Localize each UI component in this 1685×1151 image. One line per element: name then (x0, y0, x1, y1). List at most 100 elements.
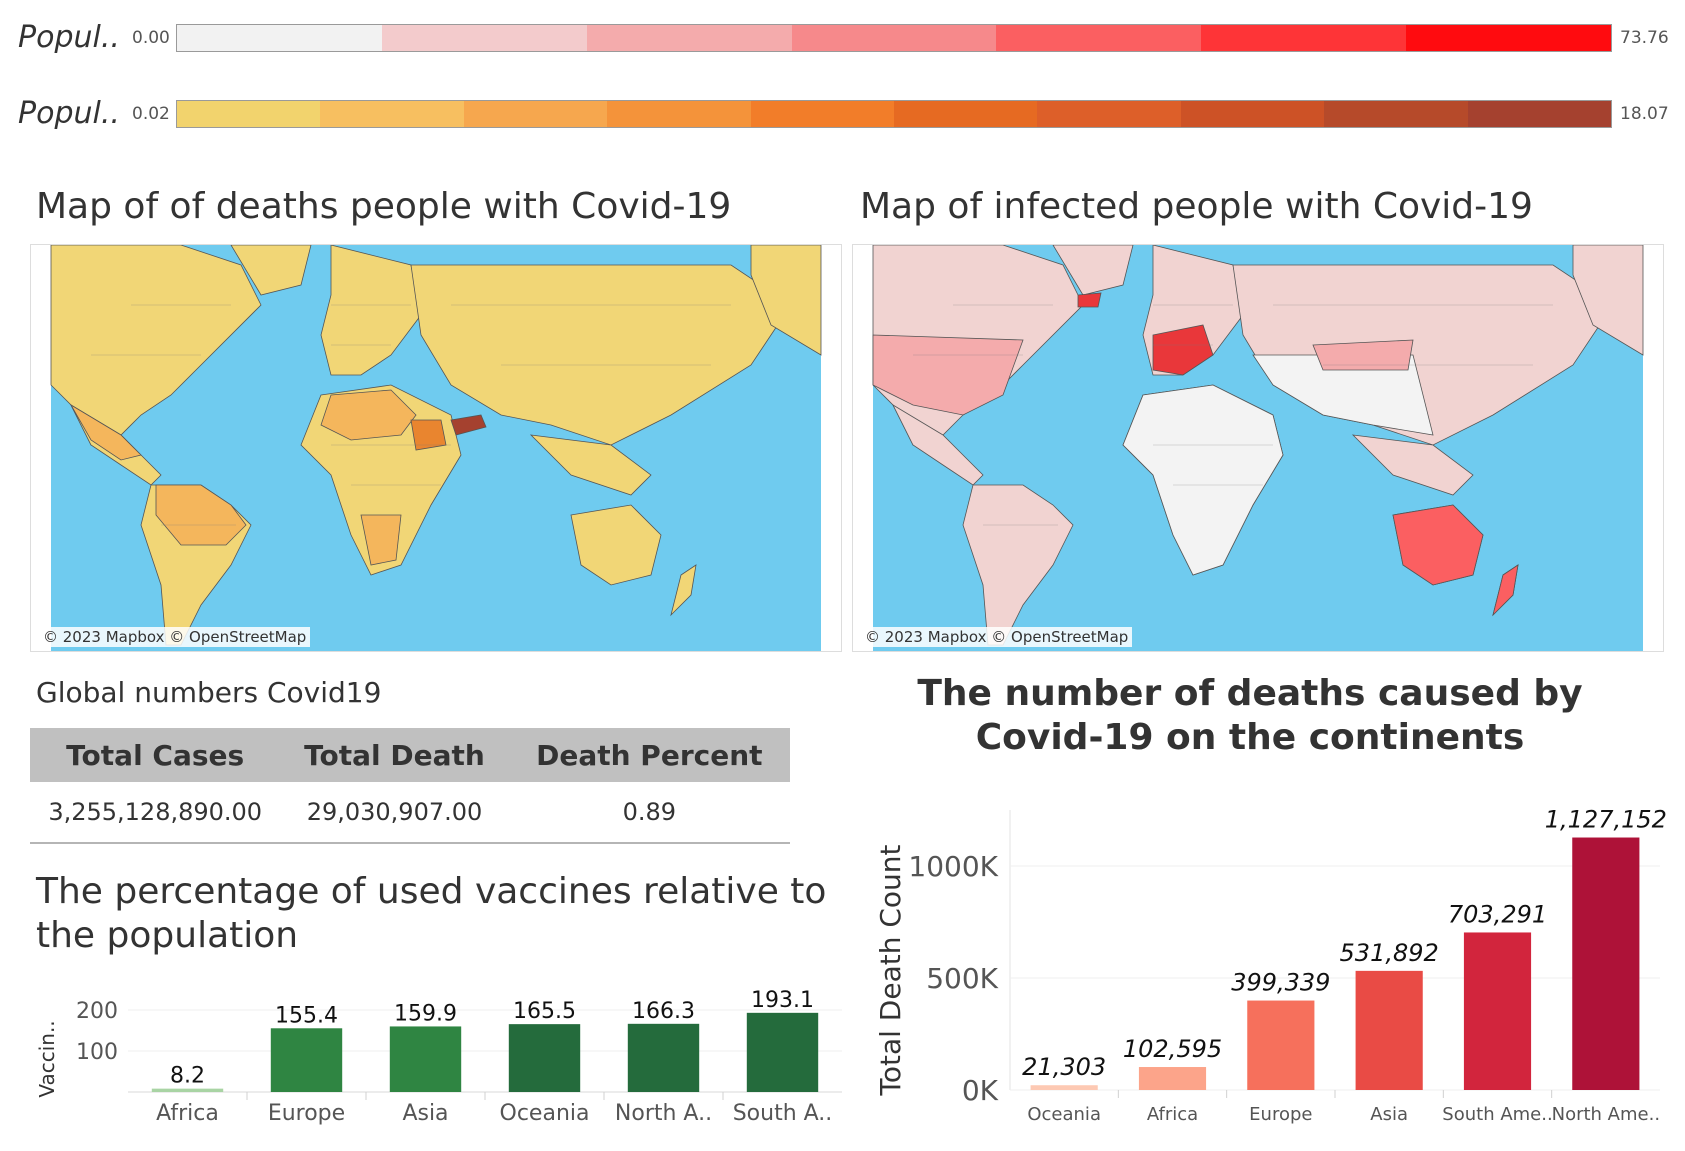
region-north-africa (320, 389, 417, 441)
bar-oceania[interactable] (508, 1024, 581, 1092)
data-label: 531,892 (1340, 939, 1439, 967)
legend-swatch (381, 25, 587, 51)
header-total-death: Total Death (280, 728, 509, 782)
legend-swatch (1406, 25, 1612, 51)
region-southern-africa (360, 514, 402, 566)
legend-title: Popul.. (18, 20, 120, 55)
global-numbers-table: Total Cases Total Death Death Percent 3,… (30, 728, 790, 844)
y-tick-label: 200 (76, 999, 118, 1024)
bar-africa[interactable] (151, 1088, 224, 1092)
map-attribution: © 2023 Mapbox © OpenStreetMap (861, 627, 1133, 647)
deaths-map-canvas[interactable] (31, 245, 841, 651)
legend-color-ramp (176, 100, 1612, 128)
bar-europe[interactable] (1247, 1000, 1315, 1090)
region-western-europe (1152, 324, 1214, 376)
data-label: 8.2 (170, 1064, 205, 1089)
y-tick-label: 0K (962, 1074, 999, 1107)
legend-swatch (1324, 101, 1468, 127)
legend-swatch (320, 101, 464, 127)
bar-north-ame-[interactable] (1572, 837, 1640, 1090)
north-america (50, 245, 262, 446)
data-label: 165.5 (513, 999, 576, 1024)
x-tick-label: Asia (402, 1101, 448, 1126)
legend-swatch (1201, 25, 1407, 51)
region-new-zealand (1492, 564, 1519, 617)
legend-swatch (996, 25, 1202, 51)
legend-swatch (607, 101, 751, 127)
data-label: 193.1 (751, 990, 814, 1013)
table-header-row: Total Cases Total Death Death Percent (30, 728, 790, 782)
australia (570, 504, 662, 586)
legend-max-value: 73.76 (1620, 28, 1669, 48)
new-zealand (670, 564, 697, 617)
x-tick-label: North A.. (615, 1101, 712, 1126)
deaths-map[interactable]: © 2023 Mapbox © OpenStreetMap (30, 244, 842, 652)
region-south-america (155, 484, 247, 546)
data-label: 159.9 (394, 1001, 457, 1026)
bar-africa[interactable] (1138, 1067, 1207, 1090)
data-label: 102,595 (1123, 1035, 1222, 1063)
x-tick-label: South Ame.. (1442, 1104, 1552, 1125)
region-sudan (410, 419, 447, 451)
infected-map-title: Map of infected people with Covid-19 (860, 186, 1533, 227)
infected-map-canvas[interactable] (853, 245, 1663, 651)
table-row: 3,255,128,890.00 29,030,907.00 0.89 (30, 782, 790, 844)
data-label: 21,303 (1022, 1053, 1106, 1081)
bar-south-a-[interactable] (746, 1012, 819, 1092)
legend-population-percent-infected: Popul.. 0.00 73.76 (0, 20, 1685, 60)
legend-title: Popul.. (18, 96, 120, 131)
y-axis-label: Total Death Count (874, 844, 907, 1096)
x-tick-label: Europe (1249, 1104, 1312, 1125)
legend-swatch (1037, 101, 1181, 127)
infected-map[interactable]: © 2023 Mapbox © OpenStreetMap (852, 244, 1664, 652)
data-label: 155.4 (275, 1003, 338, 1028)
legend-swatch (177, 25, 382, 51)
region-middle-asia (1252, 354, 1434, 436)
region-yemen (450, 414, 487, 436)
region-mongolia (1312, 339, 1414, 371)
alaska (750, 245, 822, 356)
bar-north-a-[interactable] (627, 1023, 700, 1092)
bar-asia[interactable] (1355, 970, 1423, 1090)
alaska (1572, 245, 1644, 356)
header-total-cases: Total Cases (30, 728, 281, 782)
vaccines-bar-chart[interactable]: 100 200 Vaccin.. 8.2 Africa 155.4 Europe 159.9 A… (30, 990, 850, 1140)
legend-min-value: 0.00 (132, 28, 170, 48)
deaths-title-line-2: Covid-19 on the continents (975, 717, 1525, 758)
bar-oceania[interactable] (1030, 1085, 1098, 1090)
x-tick-label: Africa (156, 1101, 219, 1126)
legend-swatch (586, 25, 792, 51)
bar-asia[interactable] (389, 1026, 462, 1092)
legend-swatch (791, 25, 997, 51)
central-america (892, 403, 984, 486)
bar-south-ame-[interactable] (1463, 932, 1532, 1090)
legend-population-percent-deaths: Popul.. 0.02 18.07 (0, 96, 1685, 136)
legend-max-value: 18.07 (1620, 104, 1669, 124)
value-total-cases: 3,255,128,890.00 (30, 782, 281, 844)
data-label: 1,127,152 (1545, 806, 1667, 834)
legend-swatch (177, 101, 321, 127)
legend-swatch (1467, 101, 1612, 127)
greenland (230, 245, 312, 296)
x-tick-label: North Ame.. (1552, 1104, 1660, 1125)
vaccines-title-line-1: The percentage of used vaccines relative… (36, 871, 827, 912)
y-tick-label: 100 (76, 1040, 118, 1065)
deaths-chart-title: The number of deaths caused by Covid-19 … (860, 672, 1640, 760)
legend-color-ramp (176, 24, 1612, 52)
legend-min-value: 0.02 (132, 104, 170, 124)
region-mexico (69, 403, 142, 461)
deaths-map-title: Map of of deaths people with Covid-19 (36, 186, 732, 227)
x-tick-label: Europe (268, 1101, 345, 1126)
bar-europe[interactable] (270, 1028, 343, 1092)
y-axis-label: Vaccin.. (35, 1020, 59, 1097)
header-death-percent: Death Percent (508, 728, 790, 782)
greenland (1052, 245, 1134, 296)
southeast-asia (529, 434, 652, 496)
x-tick-label: South A.. (733, 1101, 833, 1126)
legend-swatch (750, 101, 895, 127)
region-australia (1392, 504, 1484, 586)
country-borders (91, 304, 731, 526)
data-label: 166.3 (632, 999, 695, 1024)
vaccines-title-line-2: the population (36, 915, 299, 956)
